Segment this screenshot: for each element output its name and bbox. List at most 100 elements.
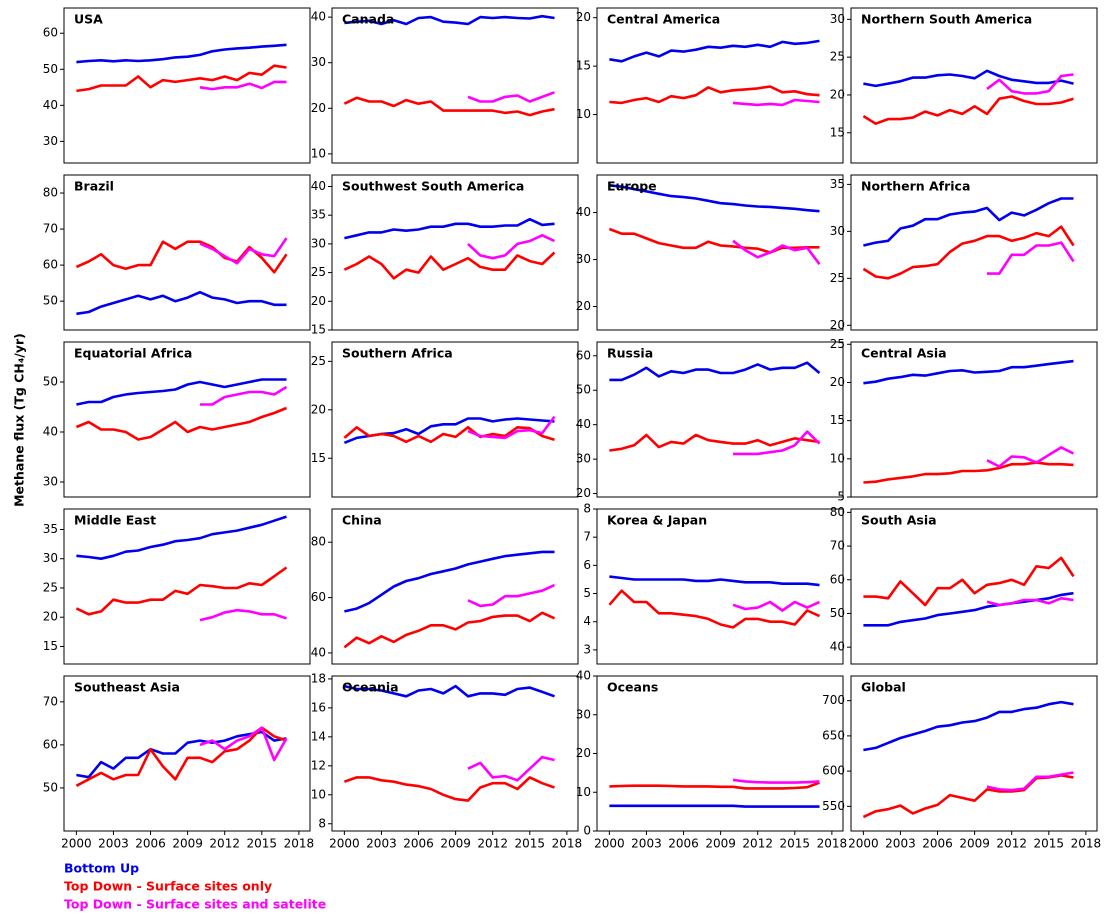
series-line xyxy=(199,608,287,622)
y-tick-label: 80 xyxy=(43,186,58,200)
panel-frame xyxy=(331,341,579,498)
series-line xyxy=(343,96,555,117)
y-tick-label: 18 xyxy=(311,671,326,685)
panel-title: China xyxy=(342,513,382,528)
panel-title: Southern Africa xyxy=(342,346,453,361)
y-tick-label: 15 xyxy=(576,59,591,73)
x-tick-label: 2015 xyxy=(1034,837,1065,851)
y-tick-label: 0 xyxy=(583,824,591,838)
series-line xyxy=(467,234,556,260)
x-tick-label: 2006 xyxy=(922,837,953,851)
y-tick-label: 70 xyxy=(43,694,58,708)
series-line xyxy=(609,361,821,382)
y-tick-label: 35 xyxy=(830,177,845,191)
legend-label: Top Down - Surface sites and satelite xyxy=(64,897,326,912)
series-line xyxy=(467,755,555,782)
series-line xyxy=(863,461,1074,484)
x-tick-label: 2018 xyxy=(552,837,583,851)
x-tick-label: 2012 xyxy=(477,837,508,851)
panel-frame xyxy=(63,508,311,665)
series-line xyxy=(863,197,1074,247)
series-group xyxy=(343,14,555,117)
y-tick-label: 50 xyxy=(43,375,58,389)
y-tick-label: 50 xyxy=(576,383,591,397)
x-tick-label: 2018 xyxy=(817,837,848,851)
y-tick-label: 25 xyxy=(311,354,326,368)
series-line xyxy=(199,237,288,265)
panel-title: Oceans xyxy=(607,680,658,695)
series-group xyxy=(609,39,820,107)
series-line xyxy=(732,600,821,612)
series-line xyxy=(609,85,820,105)
panel-title: Northern Africa xyxy=(861,179,970,194)
y-tick-label: 10 xyxy=(311,146,326,160)
series-line xyxy=(609,781,820,790)
series-line xyxy=(863,700,1074,752)
series-line xyxy=(467,415,556,440)
series-line xyxy=(609,575,820,587)
x-tick-label: 2012 xyxy=(996,837,1027,851)
series-line xyxy=(608,227,820,254)
x-tick-label: 2009 xyxy=(172,837,203,851)
series-group xyxy=(75,515,288,622)
panel-frame xyxy=(596,341,844,498)
series-line xyxy=(609,39,820,63)
panel-frame xyxy=(596,675,844,832)
series-line xyxy=(76,515,287,561)
panel-frame xyxy=(850,7,1098,164)
y-tick-label: 80 xyxy=(311,535,326,549)
panel-title: Northern South America xyxy=(861,12,1032,27)
series-line xyxy=(344,14,555,26)
y-tick-label: 30 xyxy=(311,236,326,250)
y-tick-label: 30 xyxy=(576,707,591,721)
y-tick-label: 40 xyxy=(576,205,591,219)
y-tick-label: 4 xyxy=(583,614,591,628)
x-tick-label: 2015 xyxy=(515,837,546,851)
x-tick-label: 2000 xyxy=(848,837,879,851)
y-tick-label: 20 xyxy=(830,375,845,389)
series-line xyxy=(75,726,287,787)
series-line xyxy=(343,251,556,280)
y-tick-label: 30 xyxy=(830,12,845,26)
panel-frame xyxy=(63,7,311,164)
panel-title: Central Asia xyxy=(861,346,947,361)
y-tick-label: 10 xyxy=(576,785,591,799)
y-tick-label: 40 xyxy=(576,417,591,431)
y-tick-label: 20 xyxy=(311,101,326,115)
series-line xyxy=(733,430,821,456)
series-line xyxy=(608,589,821,629)
x-tick-label: 2003 xyxy=(98,837,129,851)
series-line xyxy=(986,73,1074,95)
x-tick-label: 2003 xyxy=(631,837,662,851)
panel-title: Southeast Asia xyxy=(74,680,180,695)
y-tick-label: 10 xyxy=(576,107,591,121)
x-tick-label: 2018 xyxy=(1071,837,1102,851)
series-line xyxy=(732,98,820,107)
panel-frame xyxy=(331,7,579,164)
series-line xyxy=(344,684,555,698)
series-line xyxy=(609,184,820,213)
y-tick-label: 70 xyxy=(43,222,58,236)
y-tick-label: 60 xyxy=(830,572,845,586)
panel-frame xyxy=(331,675,579,832)
series-line xyxy=(75,566,288,616)
series-group xyxy=(608,575,821,629)
y-tick-label: 7 xyxy=(583,530,591,544)
y-tick-label: 6 xyxy=(583,558,591,572)
y-tick-label: 15 xyxy=(830,125,845,139)
y-tick-label: 30 xyxy=(576,452,591,466)
y-tick-label: 25 xyxy=(311,265,326,279)
y-tick-label: 3 xyxy=(583,642,591,656)
series-group xyxy=(609,778,820,808)
series-group xyxy=(862,700,1074,819)
panel-frame xyxy=(596,7,844,164)
series-line xyxy=(200,385,288,406)
y-tick-label: 50 xyxy=(43,780,58,794)
y-tick-label: 60 xyxy=(43,26,58,40)
y-tick-label: 70 xyxy=(830,539,845,553)
series-group xyxy=(75,237,288,316)
x-tick-label: 2003 xyxy=(366,837,397,851)
y-tick-label: 40 xyxy=(830,640,845,654)
x-tick-label: 2006 xyxy=(668,837,699,851)
